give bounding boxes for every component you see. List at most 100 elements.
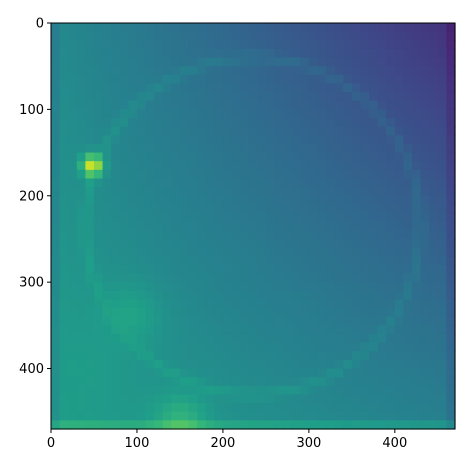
heatmap-cell [171, 342, 181, 352]
heatmap-cell [283, 368, 293, 378]
heatmap-cell [93, 92, 104, 102]
heatmap-cell [154, 221, 164, 231]
x-tick-label: 0 [47, 436, 55, 451]
heatmap-cell [162, 403, 172, 413]
heatmap-cell [274, 403, 284, 413]
heatmap-cell [76, 359, 86, 370]
heatmap-cell [386, 221, 396, 231]
heatmap-cell [394, 290, 405, 301]
heatmap-cell [162, 221, 172, 231]
heatmap-cell [446, 230, 456, 240]
heatmap-cell [102, 256, 112, 266]
heatmap-cell [85, 256, 95, 266]
heatmap-cell [326, 161, 336, 171]
heatmap-cell [76, 290, 86, 301]
heatmap-cell [429, 48, 439, 59]
heatmap-cell [197, 238, 207, 249]
heatmap-cell [334, 299, 344, 309]
heatmap-cell [343, 238, 353, 249]
heatmap-cell [369, 385, 379, 396]
heatmap-cell [128, 221, 138, 231]
heatmap-cell [351, 161, 362, 171]
heatmap-cell [274, 40, 284, 50]
heatmap-cell [343, 178, 353, 188]
heatmap-cell [222, 230, 233, 240]
heatmap-cell [248, 187, 258, 197]
heatmap-cell [334, 66, 344, 76]
heatmap-cell [420, 143, 430, 154]
heatmap-cell [446, 213, 456, 223]
heatmap-cell [111, 221, 121, 231]
heatmap-cell [343, 247, 353, 257]
heatmap-cell [59, 351, 69, 361]
heatmap-cell [308, 282, 319, 292]
heatmap-cell [205, 238, 215, 249]
heatmap-cell [231, 100, 241, 110]
heatmap-cell [437, 169, 448, 180]
heatmap-cell [240, 161, 250, 171]
heatmap-cell [59, 325, 69, 335]
heatmap-cell [420, 126, 430, 136]
heatmap-cell [377, 394, 387, 404]
heatmap-cell [257, 273, 267, 283]
heatmap-cell [326, 135, 336, 145]
heatmap-cell [59, 377, 69, 387]
heatmap-cell [222, 351, 233, 361]
heatmap-cell [369, 23, 379, 33]
heatmap-cell [291, 377, 301, 387]
heatmap-cell [334, 57, 344, 67]
heatmap-cell [102, 230, 112, 240]
heatmap-cell [240, 316, 250, 326]
heatmap-cell [197, 273, 207, 283]
heatmap-cell [231, 256, 241, 266]
heatmap-cell [197, 411, 207, 421]
heatmap-cell [240, 325, 250, 335]
heatmap-cell [179, 178, 190, 188]
heatmap-cell [403, 247, 413, 257]
heatmap-cell [179, 83, 190, 93]
heatmap-cell [102, 143, 112, 154]
heatmap-cell [265, 264, 276, 275]
heatmap-cell [317, 195, 327, 206]
heatmap-cell [248, 92, 258, 102]
heatmap-cell [136, 385, 147, 396]
heatmap-cell [274, 411, 284, 421]
heatmap-cell [369, 92, 379, 102]
heatmap-cell [412, 359, 422, 370]
heatmap-cell [128, 31, 138, 41]
heatmap-cell [197, 359, 207, 370]
heatmap-cell [197, 118, 207, 128]
heatmap-cell [420, 264, 430, 275]
heatmap-cell [394, 187, 405, 197]
heatmap-cell [334, 316, 344, 326]
heatmap-cell [283, 333, 293, 344]
heatmap-cell [119, 126, 129, 136]
heatmap-cell [291, 342, 301, 352]
heatmap-cell [412, 40, 422, 50]
heatmap-cell [222, 100, 233, 110]
heatmap-cell [102, 299, 112, 309]
heatmap-cell [145, 308, 155, 318]
heatmap-cell [326, 204, 336, 214]
heatmap-cell [51, 143, 61, 154]
heatmap-cell [197, 282, 207, 292]
heatmap-cell [119, 213, 129, 223]
heatmap-cell [59, 230, 69, 240]
heatmap-cell [59, 118, 69, 128]
heatmap-cell [188, 264, 198, 275]
heatmap-cell [291, 152, 301, 162]
heatmap-cell [265, 420, 276, 430]
heatmap-cell [76, 256, 86, 266]
heatmap-cell [351, 325, 362, 335]
heatmap-cell [154, 187, 164, 197]
heatmap-cell [136, 308, 147, 318]
heatmap-cell [300, 299, 310, 309]
heatmap-cell [429, 178, 439, 188]
heatmap-cell [386, 325, 396, 335]
heatmap-cell [136, 40, 147, 50]
heatmap-cell [351, 411, 362, 421]
heatmap-cell [446, 411, 456, 421]
heatmap-cell [68, 83, 78, 93]
heatmap-cell [76, 31, 86, 41]
heatmap-cell [51, 57, 61, 67]
